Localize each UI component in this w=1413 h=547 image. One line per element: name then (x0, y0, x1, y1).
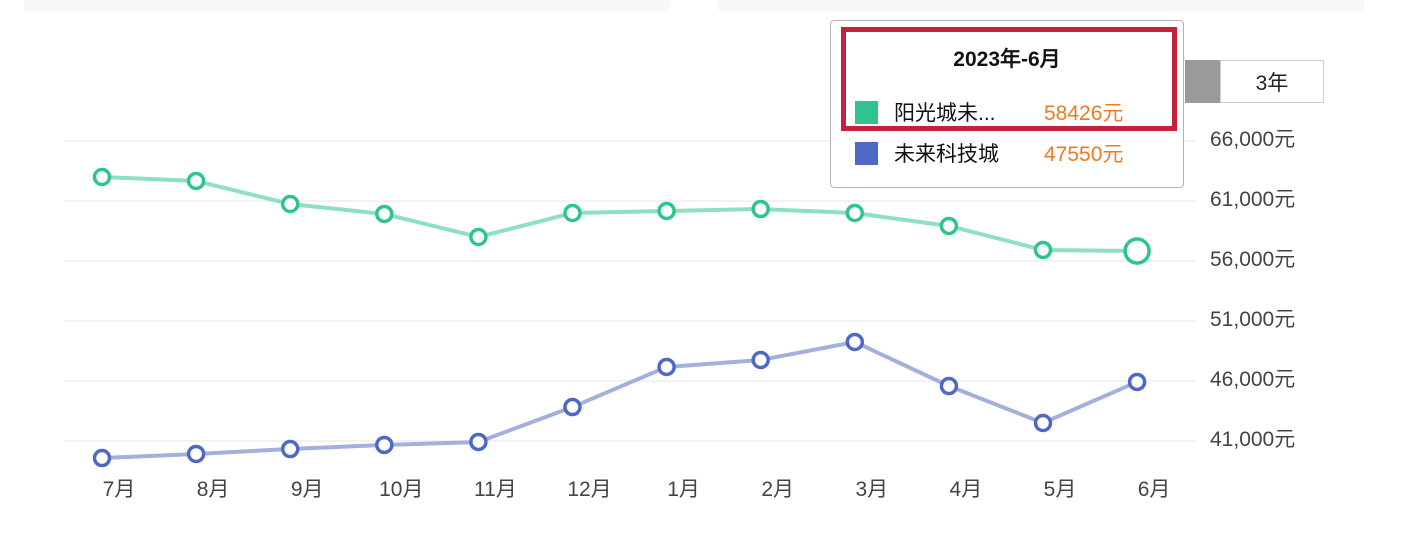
data-point-marker[interactable] (186, 171, 206, 191)
data-point-marker[interactable] (280, 194, 300, 214)
y-axis-tick-label: 46,000元 (1210, 368, 1296, 391)
y-axis-tick-label: 61,000元 (1210, 188, 1296, 211)
x-axis-tick-label: 11月 (473, 478, 517, 501)
data-point-marker[interactable] (845, 332, 865, 352)
y-axis-tick-label: 41,000元 (1210, 428, 1296, 451)
top-panel-left (24, 0, 670, 11)
data-point-marker[interactable] (1127, 372, 1147, 392)
x-axis-tick-label: 6月 (1137, 478, 1171, 501)
x-axis-tick-label: 4月 (949, 478, 983, 501)
x-axis-tick-label: 7月 (102, 478, 136, 501)
data-point-marker[interactable] (939, 216, 959, 236)
y-axis-tick-label: 66,000元 (1210, 128, 1296, 151)
tooltip-row-series-1: 阳光城未... 58426元 (855, 97, 1123, 127)
tooltip-series-name: 未来科技城 (894, 143, 999, 166)
data-point-marker[interactable] (280, 439, 300, 459)
data-point-marker[interactable] (1123, 237, 1151, 265)
data-point-marker[interactable] (563, 397, 582, 417)
tooltip-series-name: 阳光城未... (894, 102, 996, 125)
x-axis-tick-label: 5月 (1043, 478, 1077, 501)
data-point-marker[interactable] (751, 199, 770, 219)
y-axis-tick-label: 51,000元 (1210, 308, 1296, 331)
top-panel-right (718, 0, 1364, 11)
x-axis-tick-label: 10月 (379, 478, 424, 501)
data-point-marker[interactable] (751, 350, 770, 370)
data-point-marker[interactable] (469, 432, 488, 452)
range-option-3-years[interactable]: 3年 (1220, 60, 1324, 103)
range-option-label: 3年 (1255, 71, 1289, 95)
tooltip-series-value: 58426元 (1044, 102, 1124, 125)
range-option-inactive[interactable] (1185, 60, 1220, 103)
tooltip-row-series-2: 未来科技城 47550元 (855, 138, 1123, 168)
x-axis-tick-label: 3月 (855, 478, 889, 501)
data-point-marker[interactable] (845, 203, 865, 223)
data-point-marker[interactable] (469, 227, 488, 247)
chart-tooltip: 2023年-6月 阳光城未... 58426元 未来科技城 47550元 (830, 20, 1184, 188)
data-point-marker[interactable] (375, 435, 394, 455)
data-point-marker[interactable] (939, 376, 959, 396)
data-point-marker[interactable] (92, 448, 112, 468)
data-point-marker[interactable] (1033, 240, 1053, 260)
series-1-color-swatch (855, 100, 878, 124)
data-point-marker[interactable] (563, 203, 582, 223)
data-point-marker[interactable] (375, 204, 394, 224)
tooltip-title: 2023年-6月 (953, 48, 1061, 71)
data-point-marker[interactable] (186, 444, 206, 464)
tooltip-series-value: 47550元 (1044, 143, 1124, 166)
x-axis-tick-label: 9月 (290, 478, 324, 501)
data-point-marker[interactable] (1033, 413, 1053, 433)
x-axis-tick-label: 2月 (761, 478, 795, 501)
data-point-marker[interactable] (657, 357, 676, 377)
series-2-color-swatch (855, 141, 878, 165)
data-point-marker[interactable] (92, 167, 112, 187)
data-point-marker[interactable] (657, 201, 676, 221)
x-axis-tick-label: 12月 (567, 478, 612, 501)
x-axis-tick-label: 8月 (196, 478, 230, 501)
x-axis-tick-label: 1月 (667, 478, 700, 501)
y-axis-tick-label: 56,000元 (1210, 248, 1296, 271)
